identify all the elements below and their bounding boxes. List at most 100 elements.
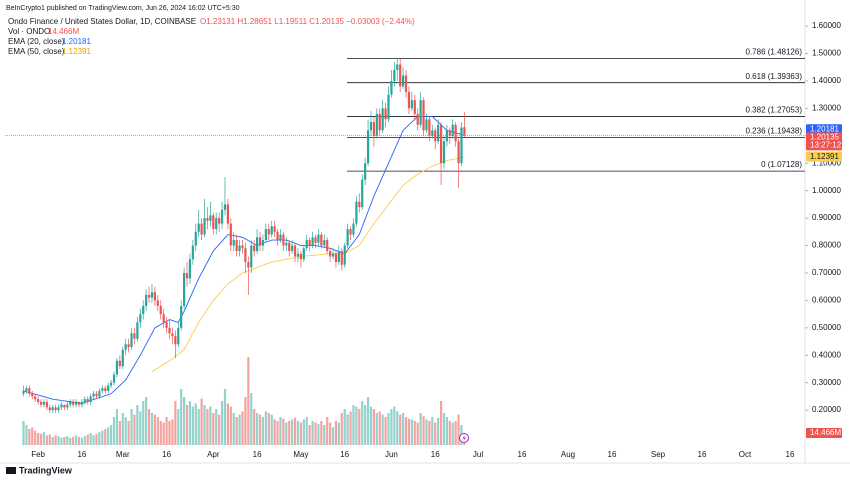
event-icon-bolt <box>462 435 466 442</box>
candle-body <box>112 374 116 383</box>
candle-body <box>267 229 270 235</box>
volume-bar <box>72 437 75 445</box>
volume-bar <box>57 436 60 445</box>
candle-body <box>98 390 101 397</box>
candle-body <box>448 130 451 136</box>
volume-bar <box>145 397 148 445</box>
candle-body <box>223 204 227 210</box>
candle-body <box>229 223 232 246</box>
candle-body <box>323 240 326 246</box>
volume-bar <box>404 417 408 445</box>
candle-body <box>454 124 457 142</box>
volume-bar <box>197 409 200 445</box>
volume-bar <box>69 437 72 445</box>
volume-bar <box>422 416 425 445</box>
candle-body <box>238 245 241 252</box>
candle-body <box>139 314 142 323</box>
price-tag-bg <box>806 132 842 151</box>
candle-body <box>147 294 151 298</box>
volume-bar <box>364 405 367 445</box>
volume-bar <box>232 413 235 445</box>
candle-body <box>45 401 48 408</box>
volume-bar <box>244 397 247 445</box>
candle-body <box>247 261 250 268</box>
volume-bar <box>74 435 78 445</box>
volume-bar <box>86 434 89 445</box>
volume-bar <box>185 405 189 445</box>
ema50-tag-bg <box>806 151 842 162</box>
candle-body <box>358 201 361 208</box>
volume-bar <box>358 409 361 445</box>
y-tick-label: 1.50000 <box>812 49 841 58</box>
volume-bar <box>83 436 86 445</box>
brand-name: TradingView <box>19 465 73 475</box>
volume-bar <box>226 403 229 445</box>
volume-bar <box>375 413 378 445</box>
volume-bar <box>311 421 314 445</box>
candle-body <box>311 237 314 246</box>
candle-body <box>425 119 428 131</box>
x-tick-label: Mar <box>116 450 130 459</box>
volume-bar <box>150 413 154 445</box>
volume-bar <box>264 411 267 445</box>
volume-bar <box>308 425 311 445</box>
volume-bar <box>77 437 81 445</box>
candle-body <box>48 407 51 411</box>
candle-body <box>273 226 276 232</box>
candle-body <box>317 234 320 243</box>
volume-bar <box>457 414 460 445</box>
volume-bar <box>92 435 95 445</box>
volume-bar <box>293 417 297 445</box>
candle-body <box>104 388 107 391</box>
volume-bar <box>215 409 218 445</box>
volume-bar <box>165 417 168 445</box>
candle-body <box>215 218 218 230</box>
candle-body <box>220 209 224 224</box>
volume-bar <box>142 401 145 445</box>
volume-bar <box>439 401 443 445</box>
candle-body <box>366 130 370 164</box>
volume-bar <box>174 401 177 445</box>
candle-body <box>185 272 189 279</box>
ema-line <box>151 156 465 373</box>
volume-bar <box>393 406 396 445</box>
candle-body <box>314 237 317 243</box>
candle-body <box>54 407 57 411</box>
volume-bar <box>223 389 227 445</box>
candle-body <box>95 393 98 397</box>
volume-bar <box>334 421 338 445</box>
candle-body <box>60 404 63 408</box>
candle-body <box>83 399 86 402</box>
candle-body <box>250 245 253 268</box>
x-tick-label: 16 <box>253 450 262 459</box>
candle-body <box>133 333 136 339</box>
x-tick-label: Jul <box>473 450 483 459</box>
volume-bar <box>37 433 40 445</box>
candle-body <box>69 401 72 405</box>
candle-body <box>197 223 200 232</box>
volume-bar <box>153 414 156 445</box>
volume-bar <box>323 425 326 445</box>
volume-bar <box>276 421 279 445</box>
x-tick-label: May <box>293 450 308 459</box>
logo-mark <box>6 467 16 474</box>
candles <box>22 58 466 413</box>
volume-bar <box>366 397 370 445</box>
candle-body <box>31 393 34 397</box>
candle-body <box>72 401 75 405</box>
volume-bar <box>159 421 162 445</box>
candle-body <box>130 333 133 348</box>
x-tick-label: 16 <box>431 450 440 459</box>
candle-body <box>320 234 323 246</box>
candle-body <box>63 404 66 408</box>
candle-body <box>457 141 460 164</box>
x-tick-label: 16 <box>786 450 795 459</box>
volume-bar <box>80 437 83 445</box>
volume-bar <box>200 398 203 445</box>
volume-bar <box>361 401 364 445</box>
candle-body <box>226 204 229 224</box>
candle-body <box>162 314 165 323</box>
candle-body <box>326 240 329 252</box>
candle-body <box>57 407 60 411</box>
candle-body <box>241 245 244 249</box>
